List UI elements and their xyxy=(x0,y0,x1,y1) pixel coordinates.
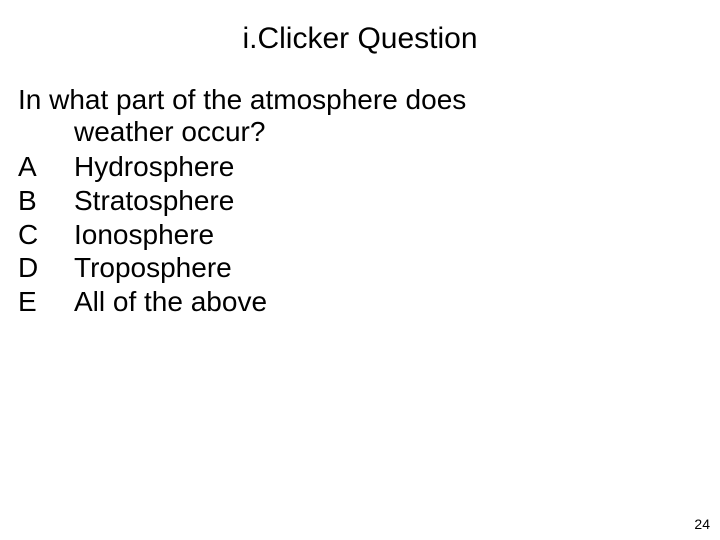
slide: i.Clicker Question In what part of the a… xyxy=(0,0,720,540)
option-text: Ionosphere xyxy=(74,218,690,252)
page-number: 24 xyxy=(694,516,710,532)
option-letter: A xyxy=(18,150,74,184)
option-text: Hydrosphere xyxy=(74,150,690,184)
option-letter: D xyxy=(18,251,74,285)
option-text: Troposphere xyxy=(74,251,690,285)
option-row: E All of the above xyxy=(18,285,690,319)
option-row: C Ionosphere xyxy=(18,218,690,252)
question-text-line1: In what part of the atmosphere does xyxy=(18,84,690,116)
slide-body: In what part of the atmosphere does weat… xyxy=(0,66,720,318)
option-text: All of the above xyxy=(74,285,690,319)
option-row: B Stratosphere xyxy=(18,184,690,218)
option-letter: C xyxy=(18,218,74,252)
option-row: A Hydrosphere xyxy=(18,150,690,184)
option-letter: B xyxy=(18,184,74,218)
slide-title: i.Clicker Question xyxy=(0,0,720,66)
question-text-line2: weather occur? xyxy=(18,116,690,148)
option-letter: E xyxy=(18,285,74,319)
options-list: A Hydrosphere B Stratosphere C Ionospher… xyxy=(18,150,690,318)
option-text: Stratosphere xyxy=(74,184,690,218)
option-row: D Troposphere xyxy=(18,251,690,285)
